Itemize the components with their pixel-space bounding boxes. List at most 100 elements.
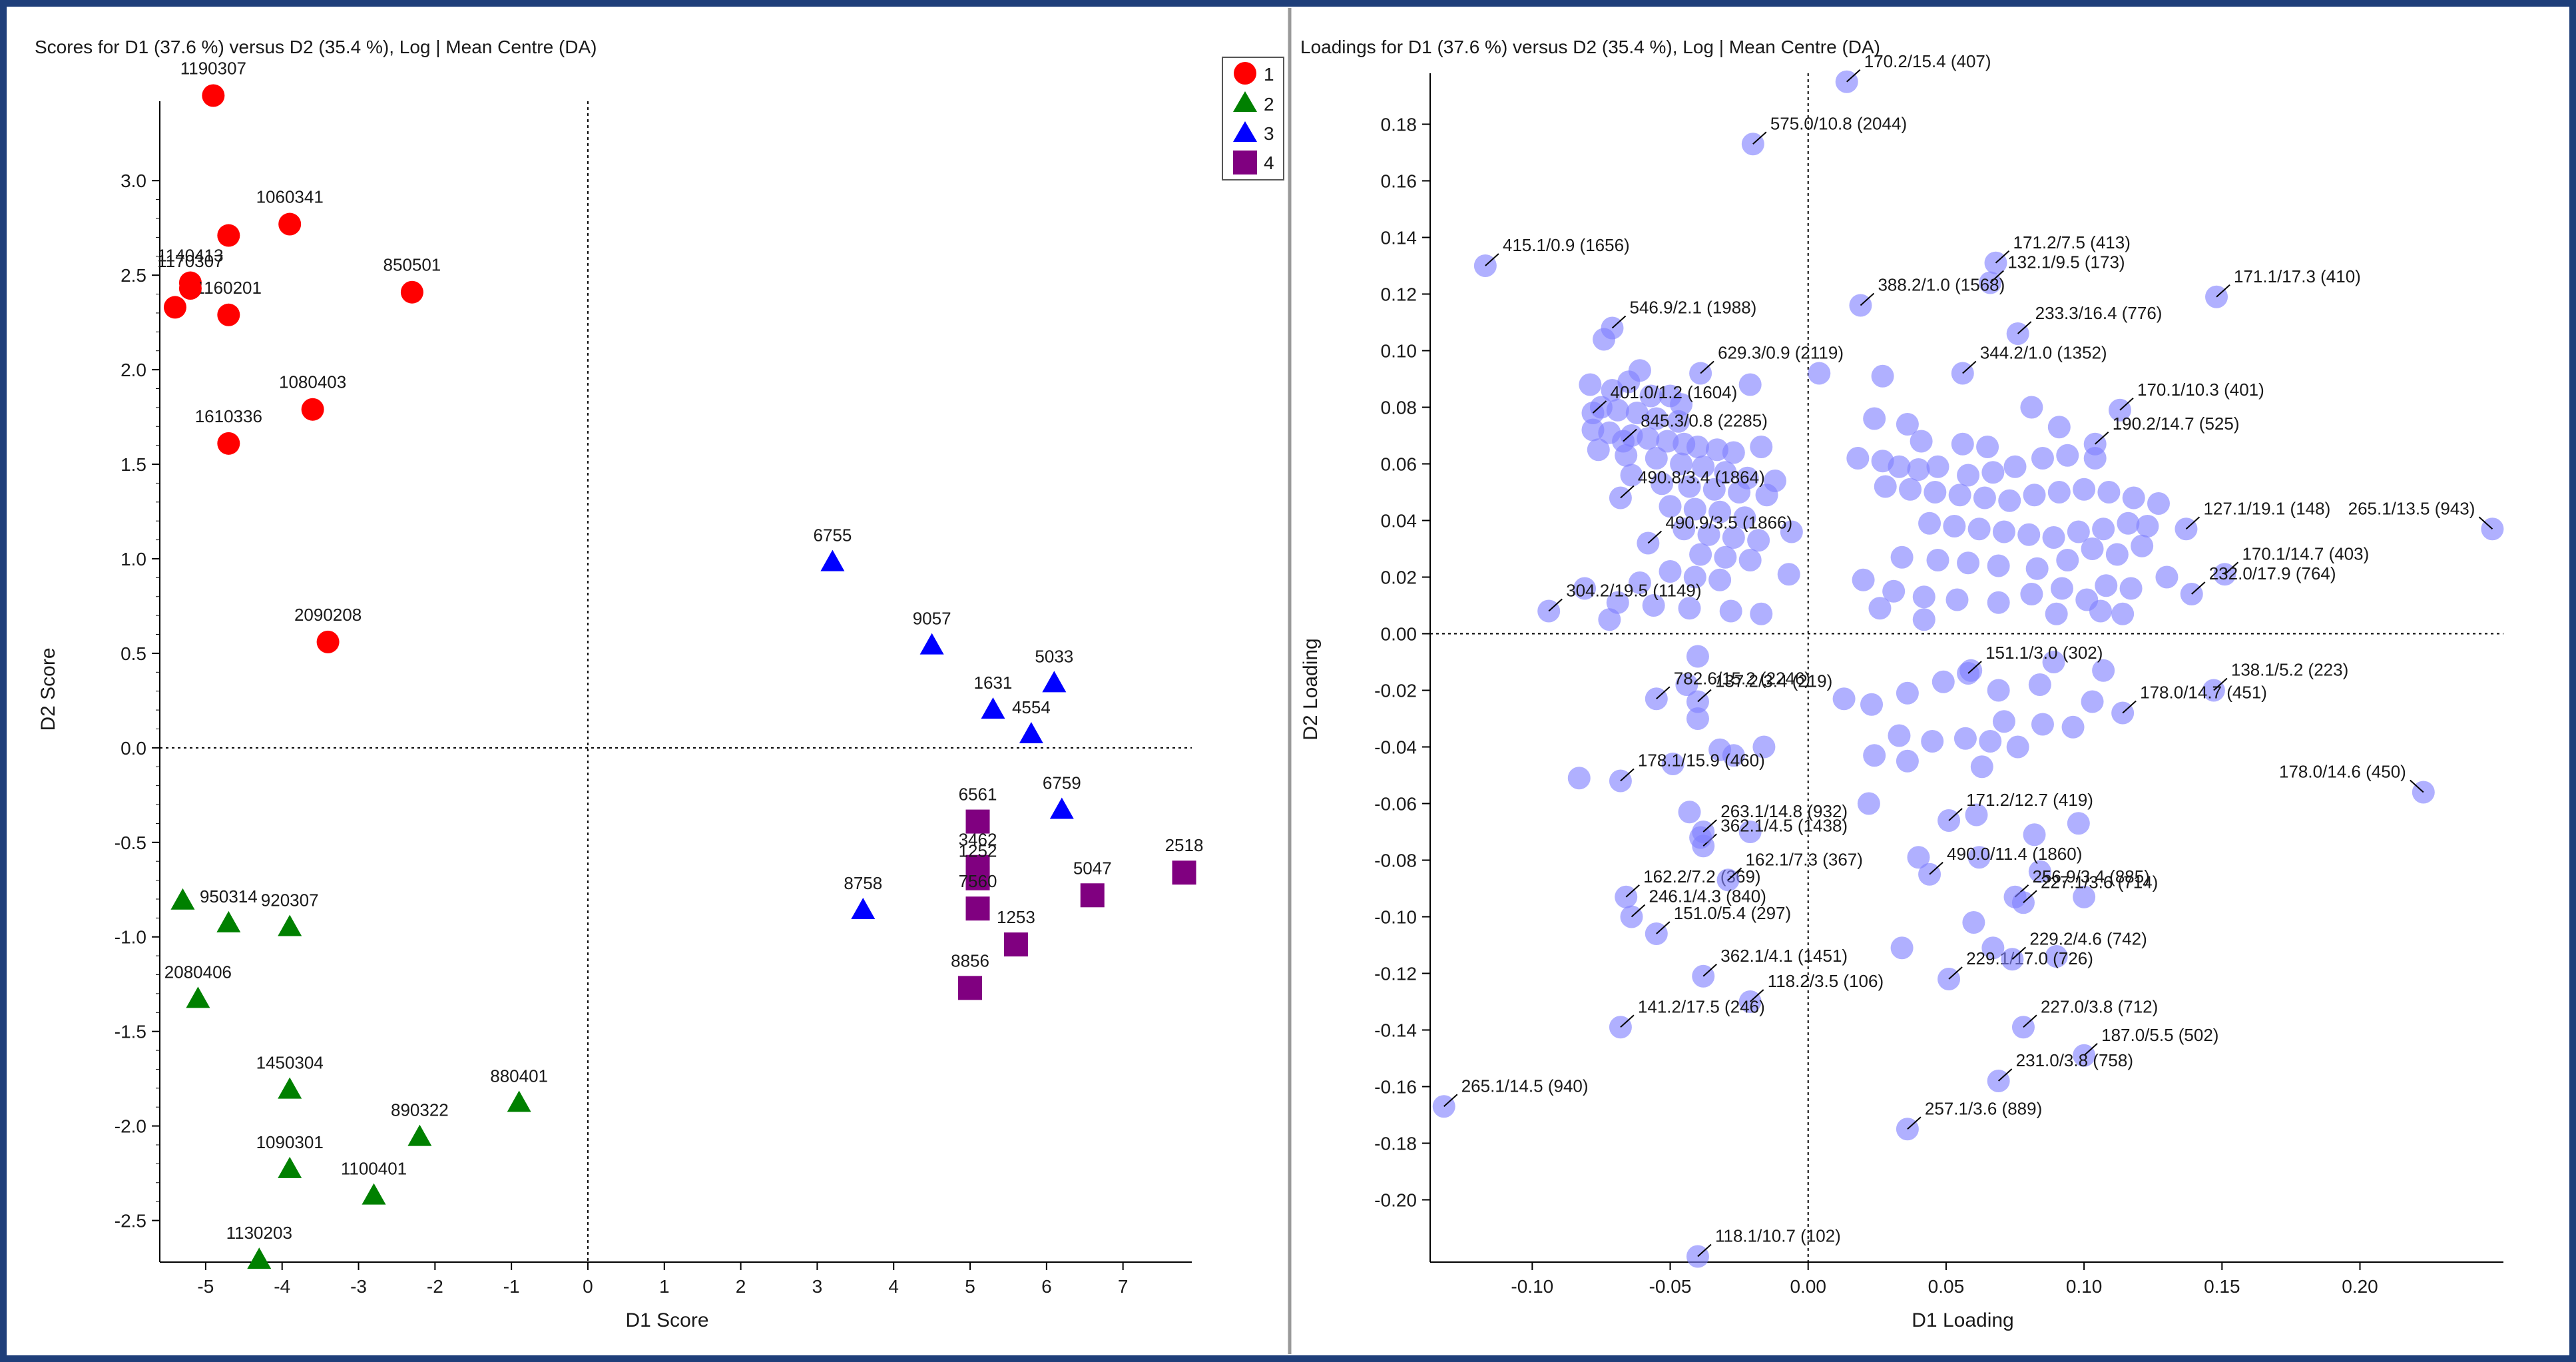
loading-point: [1992, 520, 2015, 543]
loading-point-label: 231.0/3.8 (758): [2016, 1050, 2133, 1070]
loading-leader-line: [1948, 808, 1963, 821]
loading-point: [1918, 511, 1941, 535]
score-point-group2: [507, 1090, 531, 1112]
loading-point-label: 232.0/17.9 (764): [2209, 563, 2336, 583]
score-point-label: 880401: [490, 1066, 548, 1086]
loading-leader-line: [2119, 398, 2134, 411]
loading-point: [1708, 500, 1732, 523]
loading-point-label: 170.1/14.7 (403): [2242, 543, 2369, 563]
loading-point: [1678, 597, 1701, 620]
loading-point-label: 162.1/7.3 (367): [1746, 849, 1863, 869]
loading-point: [1573, 577, 1597, 600]
loading-point: [1907, 846, 1930, 869]
loading-leader-line: [2213, 677, 2228, 691]
score-point-label: 3462: [959, 830, 997, 850]
score-point-group4: [958, 976, 983, 1000]
loading-point: [1722, 441, 1745, 464]
loadings-y-tick-label: -0.20: [1374, 1190, 1417, 1211]
scores-y-tick-label: -2.0: [115, 1116, 146, 1137]
scores-y-tick-label: 2.0: [121, 360, 146, 380]
loading-point-label: 546.9/2.1 (1988): [1630, 298, 1757, 318]
loading-point: [1777, 563, 1800, 586]
loading-point: [1890, 545, 1914, 569]
legend-marker-1: [1234, 62, 1256, 85]
loading-leader-line: [1948, 966, 1963, 980]
scores-points: 1190307 1060341 1140413 850501 1160201 117030…: [157, 58, 1203, 1269]
score-point-label: 1253: [997, 907, 1035, 927]
loading-point-label: 171.2/12.7 (419): [1966, 790, 2093, 810]
score-point-label: 1450304: [256, 1053, 324, 1073]
loading-point: [2050, 577, 2073, 600]
score-point-group1: [202, 84, 225, 107]
loading-point: [1606, 398, 1629, 422]
score-point-group2: [247, 1247, 272, 1269]
scores-y-tick-label: -1.5: [115, 1022, 146, 1042]
scores-x-tick-label: 4: [888, 1276, 899, 1297]
loading-point: [2042, 526, 2065, 549]
loading-point: [1882, 579, 1906, 603]
loading-point-label: 178.1/15.9 (460): [1638, 751, 1765, 771]
loading-point: [1874, 475, 1897, 498]
loading-point: [1981, 936, 2005, 960]
scores-axes: -5 -4 -3 -2 -1 0 1 2 3 4 5 6 7 -2.5 -2.0 -1.5 -1.0 -0.5 0.…: [115, 101, 1192, 1297]
loadings-y-tick-label: 0.16: [1381, 171, 1417, 192]
loadings-y-tick-label: 0.04: [1381, 511, 1417, 531]
loading-leader-line: [1620, 485, 1635, 499]
loading-point: [1857, 792, 1880, 815]
score-point-group4: [965, 866, 990, 890]
scores-y-tick-label: -1.0: [115, 927, 146, 948]
loading-point: [1912, 608, 1935, 631]
score-point-group3: [1019, 721, 1043, 743]
loading-point: [1957, 551, 1980, 575]
loading-point: [2136, 515, 2159, 537]
loading-leader-line: [2478, 516, 2493, 529]
loading-point: [1896, 749, 1919, 773]
loading-point: [2031, 713, 2054, 736]
loading-point: [1639, 384, 1663, 408]
loading-point: [1678, 801, 1701, 824]
loading-point: [1683, 498, 1706, 521]
loadings-x-tick-label: 0.10: [2066, 1276, 2103, 1297]
loading-point: [1689, 543, 1712, 566]
loadings-y-tick-label: -0.18: [1374, 1134, 1417, 1154]
loading-point: [1661, 753, 1684, 775]
score-point-label: 1060341: [256, 187, 324, 207]
scores-y-tick-label: 0.0: [121, 738, 146, 759]
loading-point: [1750, 436, 1773, 458]
loading-point: [1714, 461, 1737, 484]
loading-point: [2081, 537, 2104, 560]
loading-point: [1637, 427, 1660, 450]
loading-leader-line: [2216, 284, 2230, 298]
loading-point: [1973, 486, 1996, 510]
loadings-y-tick-label: 0.18: [1381, 115, 1417, 135]
score-point-group1: [163, 296, 186, 319]
score-point-group2: [216, 910, 241, 932]
loading-leader-line: [2122, 700, 2137, 714]
loading-leader-line: [2095, 432, 2109, 445]
loading-point-label: 187.0/5.5 (502): [2101, 1025, 2218, 1045]
loading-point: [2092, 659, 2115, 682]
loading-point: [1719, 599, 1742, 623]
loading-point: [1979, 730, 2002, 753]
score-point-label: 1090301: [256, 1132, 324, 1152]
scores-x-tick-label: 2: [736, 1276, 746, 1297]
score-point-group1: [316, 630, 340, 653]
score-point-label: 6759: [1043, 773, 1081, 793]
loading-point: [1628, 571, 1651, 594]
loading-point: [1780, 520, 1803, 543]
loading-point: [2025, 557, 2049, 580]
loading-leader-line: [2023, 1014, 2037, 1028]
loading-point: [2119, 577, 2143, 600]
loading-point-label: 178.0/14.6 (450): [2279, 762, 2406, 782]
score-point-label: 6755: [813, 525, 852, 545]
loading-point-label: 265.1/13.5 (943): [2348, 498, 2475, 518]
scores-x-tick-label: -2: [427, 1276, 443, 1297]
loading-point: [1888, 455, 1911, 478]
loading-point: [1863, 407, 1886, 430]
loading-point: [1738, 549, 1762, 571]
scores-x-tick-label: 7: [1118, 1276, 1129, 1297]
loading-point: [1907, 458, 1930, 481]
loading-point: [1987, 591, 2010, 614]
loading-point: [1953, 727, 1977, 750]
loading-point: [1620, 464, 1643, 487]
